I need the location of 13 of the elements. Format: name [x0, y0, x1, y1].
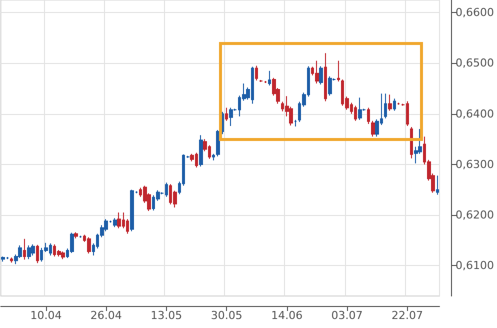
x-tick-label: 10.04 — [30, 309, 62, 322]
x-tick-label: 13.05 — [150, 309, 182, 322]
x-tick-label: 26.04 — [90, 309, 122, 322]
x-tick-label: 22.07 — [392, 309, 424, 322]
y-tick-label: 0,6300 — [456, 158, 494, 171]
y-tick-label: 0,6100 — [456, 259, 494, 272]
y-tick-label: 0,6400 — [456, 107, 494, 120]
y-tick-label: 0,6200 — [456, 208, 494, 222]
y-tick-label: 0,6500 — [456, 56, 494, 70]
x-tick-label: 03.07 — [331, 309, 363, 322]
y-tick-label: 0,6600 — [456, 6, 494, 20]
x-tick-label: 30.05 — [210, 309, 242, 322]
x-tick-label: 14.06 — [271, 309, 303, 322]
